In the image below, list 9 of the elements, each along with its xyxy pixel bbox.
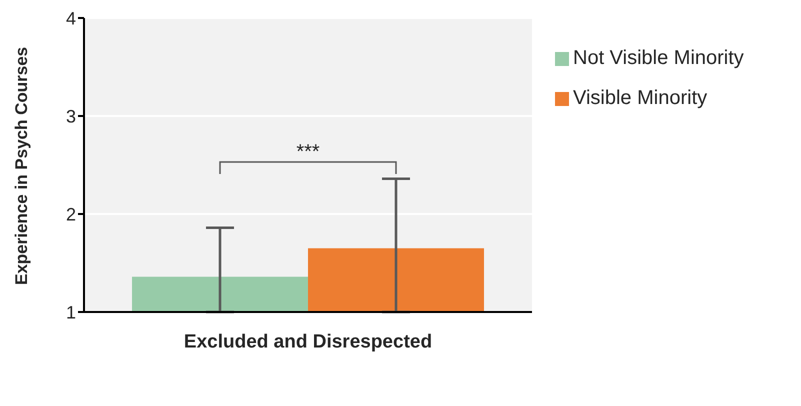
x-tick-label: Excluded and Disrespected (184, 331, 432, 352)
legend-label: Visible Minority (573, 87, 708, 109)
y-tick-label: 1 (66, 302, 76, 322)
legend-label: Not Visible Minority (573, 47, 744, 69)
annotation: *** (296, 141, 320, 163)
y-axis-title: Experience in Psych Courses (12, 46, 32, 285)
y-tick-label: 2 (66, 204, 76, 224)
y-tick-label: 4 (66, 8, 76, 28)
y-tick-label: 3 (66, 106, 76, 126)
